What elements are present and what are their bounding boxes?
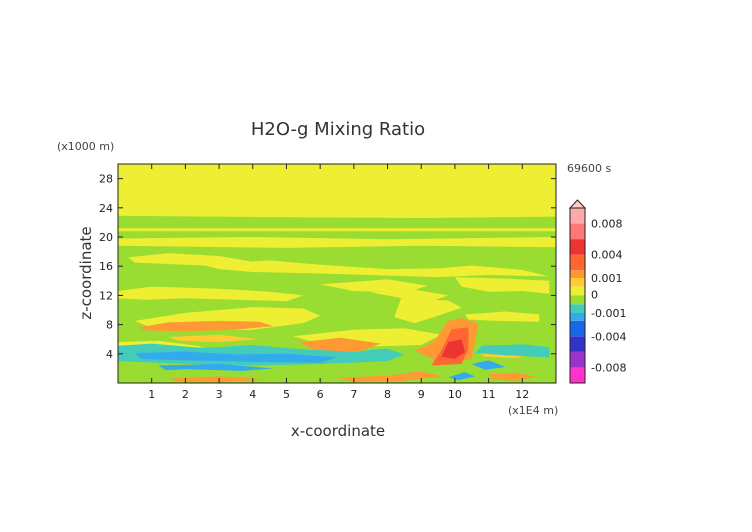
y-tick-label: 8: [106, 319, 113, 332]
colorbar-swatch: [570, 270, 585, 278]
contour-region-4: [128, 253, 253, 267]
x-tick-label: 11: [482, 388, 496, 401]
y-axis-label: z-coordinate: [77, 226, 95, 319]
contour-region-29: [488, 372, 536, 381]
contour-region-22: [134, 351, 337, 363]
colorbar-label: 0: [591, 289, 598, 302]
x-tick-label: 7: [350, 388, 357, 401]
colorbar-label: -0.001: [591, 307, 626, 320]
colorbar-swatch: [570, 367, 585, 383]
colorbar-swatch: [570, 295, 585, 305]
time-label: 69600 s: [567, 162, 611, 175]
colorbar-swatch: [570, 286, 585, 296]
colorbar-label: 0.004: [591, 249, 623, 262]
y-unit-label: (x1000 m): [57, 140, 114, 153]
y-tick-label: 24: [99, 202, 113, 215]
y-tick-label: 20: [99, 231, 113, 244]
colorbar-swatch: [570, 223, 585, 240]
x-unit-label: (x1E4 m): [508, 404, 558, 417]
contour-region-2: [118, 228, 556, 232]
colorbar-swatch: [570, 254, 585, 271]
colorbar-swatch: [570, 320, 585, 337]
contour-region-21: [475, 344, 550, 358]
colorbar-swatch: [570, 336, 585, 352]
contour-region-11: [394, 298, 462, 324]
contour-region-6: [118, 286, 304, 302]
contour-region-31: [441, 339, 465, 359]
colorbar-swatch: [570, 239, 585, 255]
colorbar-swatch: [570, 208, 585, 224]
contour-region-18: [168, 334, 260, 343]
x-tick-label: 10: [448, 388, 462, 401]
contour-region-28: [337, 371, 442, 382]
contour-region-8: [370, 289, 449, 303]
contour-region-3: [118, 237, 556, 248]
colorbar-swatch: [570, 313, 585, 321]
x-axis-ticks: 1 2 3 4 5 6 7 8 9 10 11 12: [148, 164, 529, 401]
contour-regions: [118, 164, 556, 383]
contour-region-5: [202, 260, 550, 278]
y-tick-label: 28: [99, 173, 113, 186]
x-tick-label: 6: [317, 388, 324, 401]
x-tick-label: 12: [515, 388, 529, 401]
colorbar: [568, 199, 587, 384]
contour-region-25: [471, 360, 506, 370]
contour-region-7: [320, 279, 428, 293]
y-tick-label: 16: [99, 260, 113, 273]
x-tick-label: 9: [418, 388, 425, 401]
x-tick-label: 5: [283, 388, 290, 401]
x-tick-label: 2: [182, 388, 189, 401]
colorbar-swatch: [570, 278, 585, 287]
contour-region-9: [454, 277, 550, 294]
x-tick-label: 4: [249, 388, 256, 401]
x-tick-label: 3: [216, 388, 223, 401]
contour-region-16: [299, 337, 381, 352]
colorbar-label: 0.001: [591, 272, 623, 285]
colorbar-label: -0.008: [591, 361, 626, 374]
contour-region-15: [138, 320, 273, 332]
chart-title: H2O-g Mixing Ratio: [251, 119, 425, 140]
colorbar-swatch: [570, 351, 585, 368]
y-tick-label: 4: [106, 348, 113, 361]
contour-region-26: [118, 368, 556, 379]
y-tick-label: 12: [99, 289, 113, 302]
y-axis-ticks: 4 8 12 16 20 24 28: [99, 173, 556, 361]
plot-frame: [117, 163, 557, 384]
colorbar-label: 0.008: [591, 218, 623, 231]
colorbar-label: -0.004: [591, 330, 626, 343]
x-tick-label: 1: [148, 388, 155, 401]
colorbar-top-arrow: [568, 199, 587, 209]
contour-region-12: [465, 311, 540, 322]
colorbar-labels: 0.008 0.004 0.001 0 -0.001 -0.004 -0.008: [591, 218, 626, 375]
colorbar-swatch: [570, 304, 585, 313]
x-axis-label: x-coordinate: [291, 422, 385, 440]
x-tick-label: 8: [384, 388, 391, 401]
